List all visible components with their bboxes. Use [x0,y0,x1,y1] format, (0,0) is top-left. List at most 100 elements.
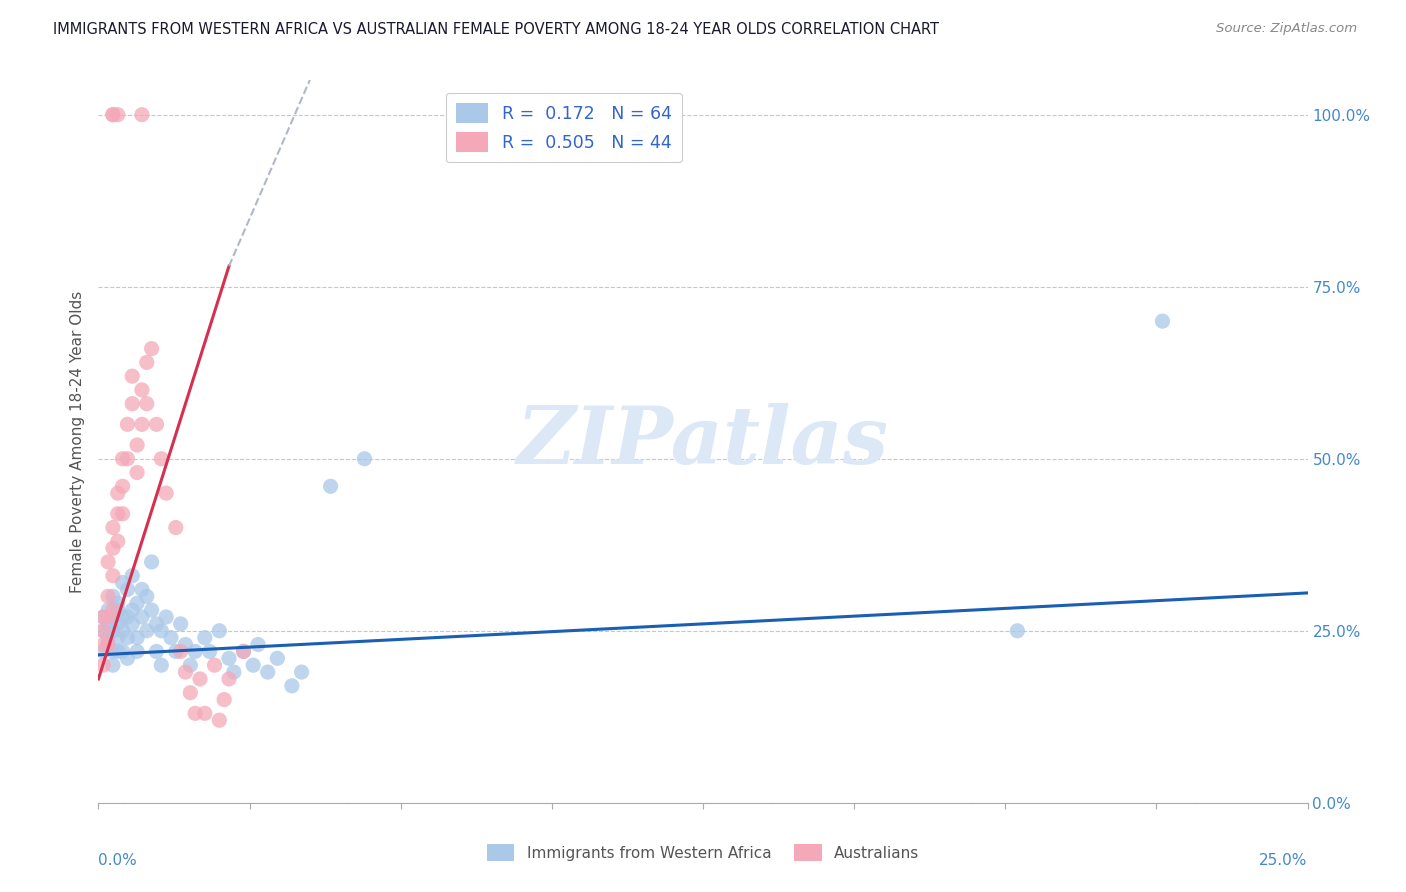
Point [107,486,129,500]
Point [281,679,304,693]
Point [155,610,177,624]
Point [111,507,134,521]
Point [117,651,139,665]
Point [169,644,191,658]
Point [127,596,149,610]
Point [319,479,342,493]
Point [127,466,149,480]
Point [91,658,114,673]
Point [353,451,375,466]
Point [194,706,217,721]
Text: 0.0%: 0.0% [98,854,138,869]
Point [91,610,114,624]
Point [256,665,278,679]
Point [1152,314,1174,328]
Point [160,631,183,645]
Point [222,665,245,679]
Text: ZIPatlas: ZIPatlas [517,403,889,480]
Point [131,417,153,432]
Point [131,610,153,624]
Point [107,616,129,631]
Point [242,658,264,673]
Point [174,638,197,652]
Point [101,108,124,122]
Point [101,610,124,624]
Point [174,665,197,679]
Point [141,603,163,617]
Point [165,520,187,534]
Point [97,590,120,604]
Point [135,397,157,411]
Text: 25.0%: 25.0% [1260,854,1308,869]
Point [117,582,139,597]
Point [266,651,288,665]
Point [184,706,207,721]
Point [101,590,124,604]
Point [188,672,211,686]
Point [121,603,143,617]
Point [1007,624,1029,638]
Point [107,631,129,645]
Point [145,616,167,631]
Point [111,624,134,638]
Point [145,417,167,432]
Text: Source: ZipAtlas.com: Source: ZipAtlas.com [1216,22,1357,36]
Point [218,672,240,686]
Point [101,658,124,673]
Point [91,610,114,624]
Point [208,713,231,727]
Point [97,610,120,624]
Point [101,520,124,534]
Point [117,631,139,645]
Point [97,603,120,617]
Point [111,479,134,493]
Point [107,596,129,610]
Point [179,686,201,700]
Point [107,108,129,122]
Point [165,644,187,658]
Point [107,534,129,549]
Legend: Immigrants from Western Africa, Australians: Immigrants from Western Africa, Australi… [481,838,925,867]
Point [218,651,240,665]
Point [150,658,173,673]
Point [101,644,124,658]
Point [247,638,270,652]
Point [184,644,207,658]
Point [111,610,134,624]
Point [204,658,226,673]
Point [135,624,157,638]
Point [101,108,124,122]
Point [141,342,163,356]
Point [111,575,134,590]
Point [208,624,231,638]
Point [91,624,114,638]
Point [101,624,124,638]
Point [232,644,254,658]
Point [169,616,191,631]
Point [121,397,143,411]
Point [97,616,120,631]
Point [111,451,134,466]
Point [198,644,221,658]
Point [145,644,167,658]
Point [127,644,149,658]
Point [91,644,114,658]
Point [141,555,163,569]
Point [212,692,235,706]
Point [131,108,153,122]
Point [97,638,120,652]
Point [97,631,120,645]
Point [121,369,143,384]
Point [155,486,177,500]
Point [290,665,312,679]
Point [117,417,139,432]
Point [91,638,114,652]
Point [150,451,173,466]
Point [135,590,157,604]
Point [107,603,129,617]
Point [97,638,120,652]
Point [131,582,153,597]
Point [97,555,120,569]
Point [121,568,143,582]
Point [127,631,149,645]
